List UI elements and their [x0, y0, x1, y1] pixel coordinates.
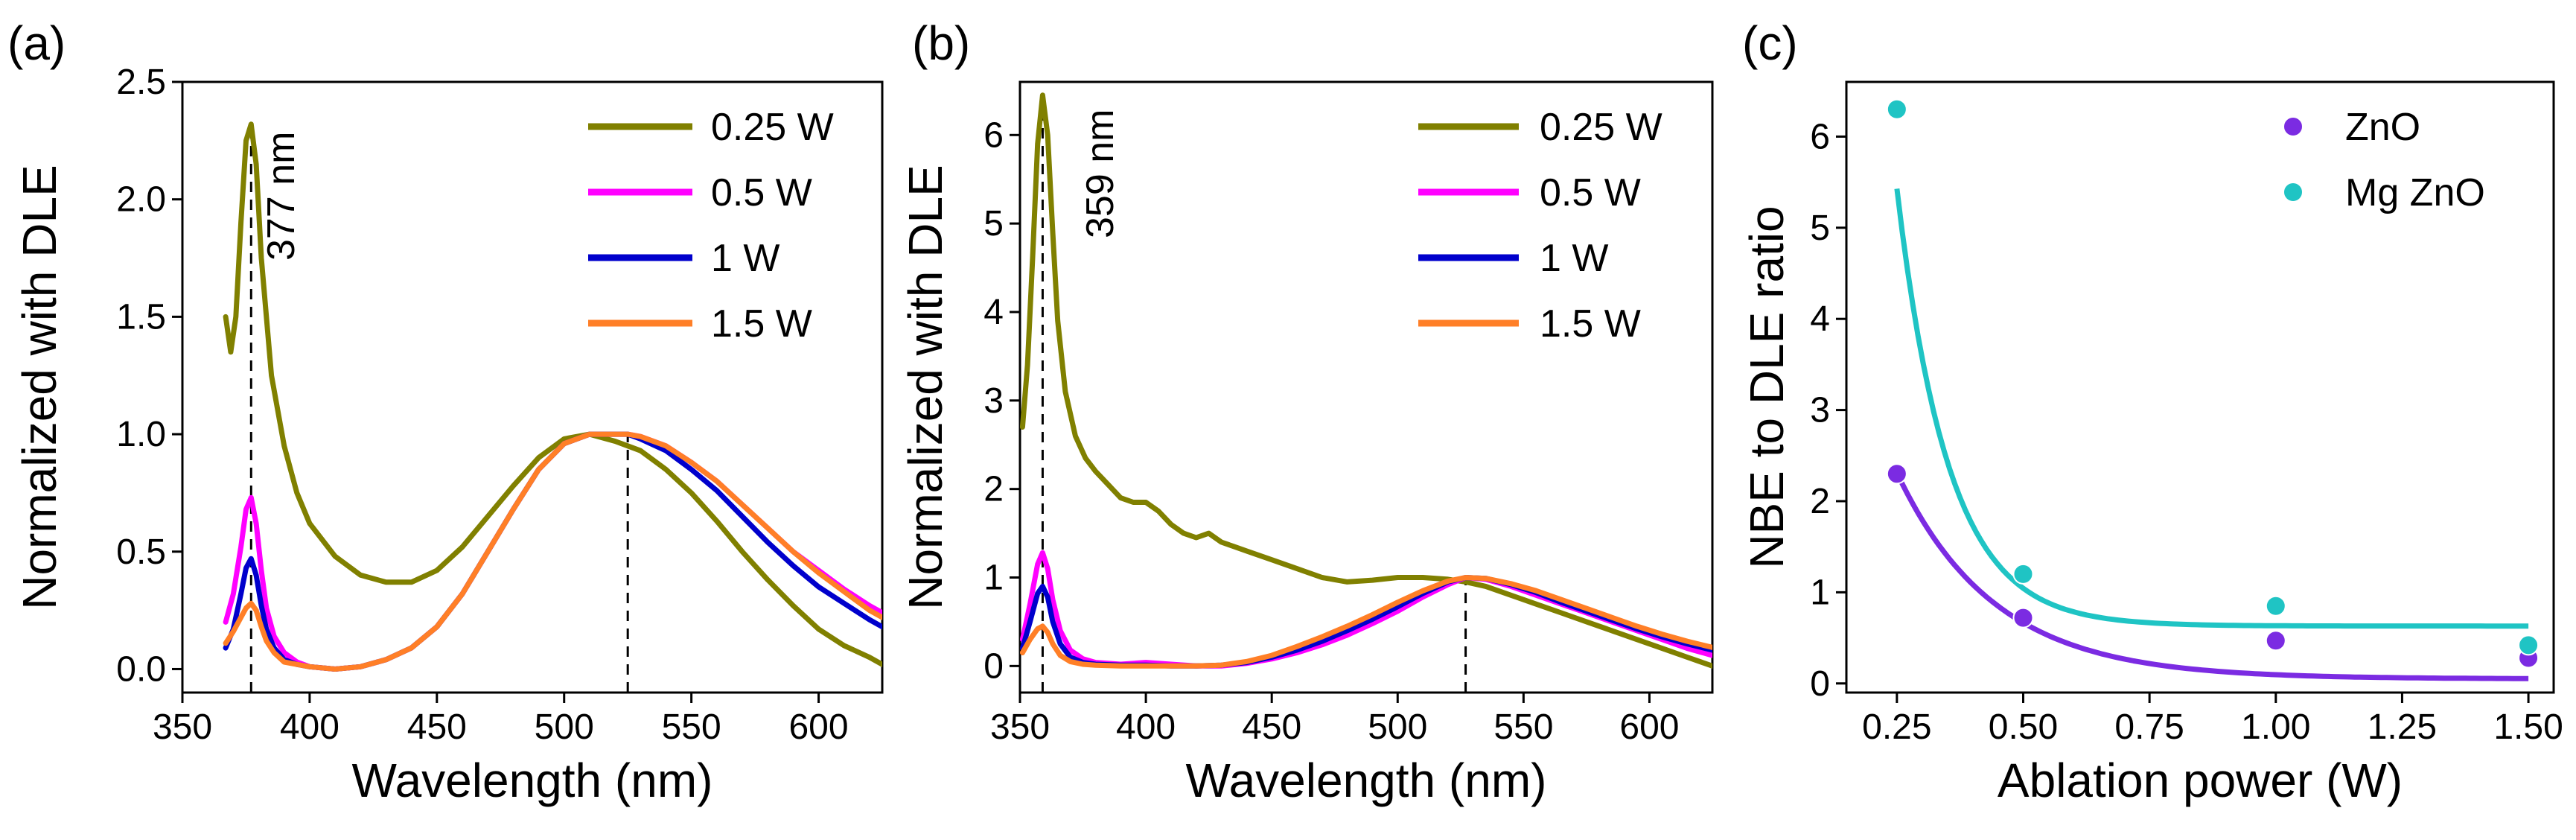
x-tick-label: 450	[407, 707, 467, 747]
y-tick-label: 1	[983, 559, 1004, 598]
legend-label: 1 W	[1540, 237, 1608, 280]
panel-3: (c) 0.25 0.50 0.75 1.00 1.25 1.50 0 1 2 3 4 5 6 Ablati…	[1740, 16, 2563, 807]
y-tick-label: 0	[983, 646, 1004, 686]
x-axis-title: Ablation power (W)	[1998, 754, 2403, 807]
legend-label: 1.5 W	[1540, 302, 1641, 346]
y-tick-label: 1	[1810, 573, 1830, 612]
plot-frame	[1018, 80, 1714, 694]
legend-label: 0.5 W	[1540, 171, 1641, 214]
y-tick-label: 0	[1810, 664, 1830, 704]
panel-label: (a)	[7, 16, 66, 70]
y-tick-label: 3	[1810, 391, 1830, 430]
y-tick-label: 6	[1810, 117, 1830, 156]
x-tick-label: 0.50	[1989, 707, 2058, 747]
series-line	[1020, 575, 1712, 669]
series-line	[223, 121, 882, 667]
series-line	[223, 431, 882, 672]
series-line	[223, 431, 882, 672]
y-axis-title: Normalized with DLE	[899, 165, 952, 610]
series-line	[1020, 92, 1712, 669]
x-tick-label: 550	[1493, 707, 1553, 747]
fit-curve	[1894, 471, 2529, 681]
legend-label: 0.25 W	[711, 106, 834, 149]
data-point	[2518, 634, 2540, 656]
x-tick-label: 500	[535, 707, 594, 747]
x-tick-label: 450	[1242, 707, 1301, 747]
y-tick-label: 1.5	[116, 297, 166, 337]
x-tick-label: 1.00	[2241, 707, 2310, 747]
y-tick-label: 2	[983, 470, 1004, 509]
data-layer	[223, 121, 882, 693]
peak-annotation: 377 nm	[260, 132, 303, 261]
data-point	[2012, 607, 2034, 629]
legend-marker	[2283, 182, 2304, 203]
y-tick-label: 6	[983, 115, 1004, 155]
x-tick-label: 400	[280, 707, 339, 747]
legend-label: Mg ZnO	[2345, 171, 2485, 214]
data-point	[1886, 98, 1907, 120]
series-line	[1020, 550, 1712, 669]
data-point	[2265, 630, 2286, 652]
data-point	[2265, 595, 2286, 617]
x-tick-label: 550	[662, 707, 721, 747]
data-point	[1886, 463, 1907, 485]
peak-annotation: 359 nm	[1079, 109, 1122, 238]
legend-label: 0.25 W	[1540, 106, 1662, 149]
y-tick-label: 4	[1810, 299, 1830, 339]
data-point	[2012, 563, 2034, 585]
y-tick-label: 4	[983, 293, 1004, 332]
y-tick-label: 2.0	[116, 180, 166, 220]
series-line	[1020, 575, 1712, 669]
panel-2: (b) 350 400 450 500 550 600 0 1 2 3 4 5 6 Wavelength (…	[899, 16, 1714, 807]
x-tick-label: 0.75	[2114, 707, 2184, 747]
y-tick-label: 0.5	[116, 532, 166, 572]
legend-label: 1 W	[711, 237, 780, 280]
x-axis-title: Wavelength (nm)	[1186, 754, 1547, 807]
legend-label: 0.5 W	[711, 171, 812, 214]
x-tick-label: 350	[990, 707, 1050, 747]
x-tick-label: 500	[1368, 707, 1427, 747]
panel-1: (a) 350 400 450 500 550 600 0.0 0.5 1.0 1.5 2.0 2.5 W…	[7, 16, 884, 807]
legend-label: 1.5 W	[711, 302, 812, 346]
y-tick-label: 5	[983, 204, 1004, 244]
y-axis-title: NBE to DLE ratio	[1740, 206, 1794, 568]
fit-curve	[1894, 188, 2529, 629]
x-tick-label: 600	[1619, 707, 1679, 747]
x-tick-label: 0.25	[1862, 707, 1931, 747]
y-tick-label: 5	[1810, 209, 1830, 248]
y-tick-label: 0.0	[116, 649, 166, 689]
legend-marker	[2283, 116, 2304, 137]
x-tick-label: 600	[788, 707, 848, 747]
panel-label: (c)	[1742, 16, 1798, 70]
y-tick-label: 3	[983, 381, 1004, 421]
x-tick-label: 400	[1116, 707, 1176, 747]
data-layer	[1020, 92, 1712, 693]
plot-frame	[1845, 80, 2555, 694]
x-tick-label: 350	[153, 707, 212, 747]
x-axis-title: Wavelength (nm)	[352, 754, 713, 807]
plot-frame	[181, 80, 884, 694]
panel-label: (b)	[912, 16, 970, 70]
data-layer	[1886, 98, 2540, 681]
legend-label: ZnO	[2345, 106, 2420, 149]
y-axis-title: Normalized with DLE	[13, 165, 66, 610]
y-tick-label: 2	[1810, 482, 1830, 521]
x-tick-label: 1.25	[2368, 707, 2437, 747]
y-tick-label: 1.0	[116, 415, 166, 454]
series-line	[223, 431, 882, 672]
y-tick-label: 2.5	[116, 63, 166, 102]
x-tick-label: 1.50	[2493, 707, 2563, 747]
